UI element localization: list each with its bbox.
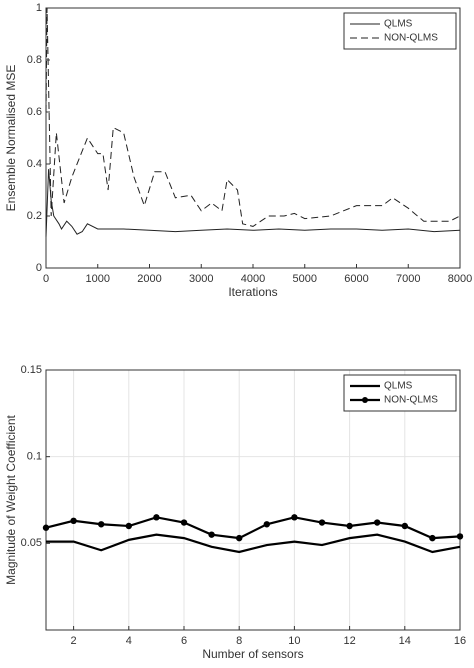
legend-box <box>343 12 457 50</box>
x-tick-label: 6 <box>181 635 187 647</box>
x-tick-label: 4 <box>126 635 132 647</box>
y-tick-label: 0.4 <box>27 158 42 170</box>
marker <box>42 524 50 531</box>
y-tick-label: 1 <box>36 2 42 14</box>
series-line <box>45 7 461 227</box>
legend-marker <box>362 397 368 403</box>
x-tick-label: 3000 <box>189 273 213 285</box>
marker <box>70 517 77 524</box>
y-axis-label: Ensemble Normalised MSE <box>4 65 18 212</box>
marker <box>125 522 132 530</box>
x-tick-label: 2 <box>71 635 77 647</box>
x-tick-label: 1000 <box>86 273 110 285</box>
y-tick-label: 0.1 <box>27 451 42 463</box>
x-tick-label: 8 <box>236 635 242 647</box>
marker <box>236 534 243 542</box>
marker <box>208 531 215 538</box>
y-tick-label: 0.8 <box>27 54 42 66</box>
legend-label: QLMS <box>384 19 413 30</box>
marker <box>346 522 353 530</box>
x-tick-label: 10 <box>288 635 300 647</box>
x-tick-label: 4000 <box>241 273 265 285</box>
y-tick-label: 0 <box>36 262 42 274</box>
marker <box>318 519 326 526</box>
marker <box>153 514 160 521</box>
marker <box>374 519 381 526</box>
marker <box>180 519 188 526</box>
marker <box>98 521 105 528</box>
x-tick-label: 2000 <box>137 273 161 285</box>
series-line <box>45 169 461 237</box>
x-tick-label: 0 <box>43 273 49 285</box>
x-axis-label: Iterations <box>228 285 277 299</box>
series-line <box>46 533 461 554</box>
x-tick-label: 16 <box>454 635 466 647</box>
plot-frame <box>45 7 461 269</box>
y-axis-label: Magnitude of Weight Coefficient <box>4 415 18 585</box>
x-tick-label: 7000 <box>396 273 420 285</box>
y-tick-label: 0.15 <box>21 364 42 376</box>
legend-box <box>343 374 457 412</box>
marker <box>429 534 436 542</box>
x-tick-label: 12 <box>343 635 355 647</box>
y-tick-label: 0.6 <box>27 106 42 118</box>
marker <box>456 533 464 540</box>
series-line <box>45 516 461 540</box>
y-tick-label: 0.05 <box>21 537 42 549</box>
x-tick-label: 14 <box>399 635 411 647</box>
marker <box>291 514 298 521</box>
legend-label: NON-QLMS <box>384 33 438 44</box>
legend-label: NON-QLMS <box>384 395 438 406</box>
marker <box>401 522 408 530</box>
x-tick-label: 6000 <box>344 273 368 285</box>
x-tick-label: 5000 <box>293 273 317 285</box>
marker <box>263 521 270 528</box>
x-tick-label: 8000 <box>448 273 472 285</box>
x-axis-label: Number of sensors <box>202 647 303 661</box>
plot-frame <box>45 369 461 631</box>
y-tick-label: 0.2 <box>27 210 42 222</box>
legend-label: QLMS <box>384 381 413 392</box>
